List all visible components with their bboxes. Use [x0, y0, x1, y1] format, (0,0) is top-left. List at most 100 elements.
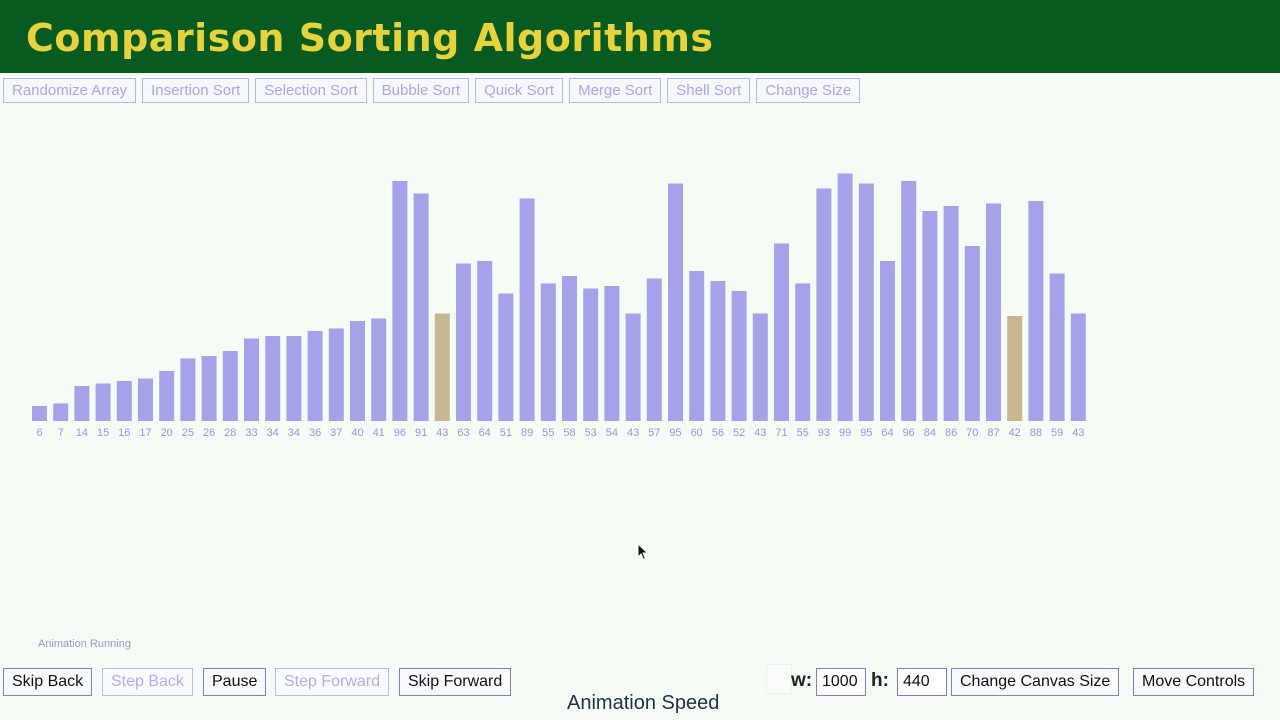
array-bar — [265, 336, 281, 421]
change-size-button[interactable]: Change Size — [756, 78, 861, 103]
array-bar — [710, 281, 726, 421]
bar-value-label: 71 — [775, 427, 787, 439]
array-bar — [350, 321, 365, 421]
bubble-sort-button[interactable]: Bubble Sort — [372, 78, 470, 103]
bar-value-label: 70 — [966, 427, 978, 439]
bar-value-label: 40 — [351, 427, 363, 439]
bar-value-label: 88 — [1030, 427, 1042, 439]
bar-value-label: 96 — [394, 427, 406, 439]
array-bar — [222, 351, 238, 421]
array-bar — [286, 336, 302, 421]
bar-value-label: 26 — [203, 427, 215, 439]
array-bar — [498, 293, 514, 421]
array-bar — [562, 276, 577, 421]
array-bar — [180, 358, 196, 421]
array-bar — [943, 206, 959, 421]
skip-back-button[interactable]: Skip Back — [3, 668, 93, 696]
array-bar — [816, 188, 832, 421]
mouse-cursor-icon — [637, 543, 649, 561]
algorithm-toolbar: Randomize Array Insertion Sort Selection… — [3, 78, 861, 104]
bar-value-label: 57 — [648, 427, 660, 439]
sorting-canvas: 6 7 14 15 16 17 20 25 26 28 33 34 34 36 37 40 41 96 91 43 63… — [32, 173, 1086, 439]
array-bar — [307, 331, 323, 421]
bar-value-label: 64 — [479, 427, 491, 439]
bar-value-label: 43 — [754, 427, 766, 439]
array-bar — [858, 183, 874, 421]
array-bar — [964, 246, 980, 421]
bar-value-label: 60 — [691, 427, 703, 439]
bar-value-label: 37 — [330, 427, 342, 439]
array-bar — [328, 328, 344, 421]
array-bar — [646, 278, 662, 421]
bar-value-label: 64 — [881, 427, 893, 439]
merge-sort-button[interactable]: Merge Sort — [569, 78, 662, 103]
step-back-button[interactable]: Step Back — [102, 668, 193, 696]
bar-value-label: 16 — [118, 427, 130, 439]
bar-value-label: 59 — [1051, 427, 1063, 439]
bar-value-label: 95 — [860, 427, 872, 439]
array-bar — [1007, 316, 1023, 421]
array-bar — [986, 203, 1001, 421]
bar-value-label: 15 — [97, 427, 109, 439]
bar-value-label: 52 — [733, 427, 745, 439]
array-bar — [922, 211, 938, 421]
array-bar — [392, 181, 408, 421]
bar-value-label: 58 — [563, 427, 575, 439]
quick-sort-button[interactable]: Quick Sort — [475, 78, 564, 103]
array-bar — [1049, 273, 1065, 421]
array-bar — [201, 356, 217, 421]
bar-value-label: 84 — [924, 427, 936, 439]
shell-sort-button[interactable]: Shell Sort — [667, 78, 751, 103]
bar-value-label: 87 — [987, 427, 999, 439]
bar-value-label: 7 — [58, 427, 64, 439]
array-bar — [159, 371, 175, 421]
bar-value-label: 54 — [606, 427, 618, 439]
randomize-array-button[interactable]: Randomize Array — [3, 78, 137, 103]
insertion-sort-button[interactable]: Insertion Sort — [142, 78, 250, 103]
bar-value-label: 43 — [436, 427, 448, 439]
array-bar — [795, 283, 811, 421]
array-bar — [519, 198, 535, 421]
array-bar — [371, 318, 387, 421]
array-bar — [731, 291, 747, 421]
bar-value-label: 42 — [1009, 427, 1021, 439]
array-bar — [1028, 201, 1044, 421]
canvas-height-input[interactable]: 440 — [897, 668, 947, 696]
page-header: Comparison Sorting Algorithms — [0, 0, 1280, 73]
skip-forward-button[interactable]: Skip Forward — [399, 668, 512, 696]
bar-value-label: 43 — [1072, 427, 1084, 439]
bar-value-label: 33 — [245, 427, 257, 439]
array-bar — [583, 288, 599, 421]
canvas-width-input[interactable]: 1000 — [816, 668, 866, 696]
bar-value-label: 99 — [839, 427, 851, 439]
bar-value-label: 91 — [415, 427, 427, 439]
bar-value-label: 53 — [585, 427, 597, 439]
speed-widget[interactable] — [766, 664, 792, 694]
array-bar — [32, 406, 47, 421]
array-bar — [53, 403, 69, 421]
move-controls-button[interactable]: Move Controls — [1133, 668, 1255, 696]
array-bar — [604, 286, 620, 421]
array-bar — [774, 243, 789, 421]
bar-value-label: 51 — [500, 427, 512, 439]
array-bar — [880, 261, 895, 421]
change-canvas-size-button[interactable]: Change Canvas Size — [951, 668, 1120, 696]
step-forward-button[interactable]: Step Forward — [275, 668, 390, 696]
bar-value-label: 93 — [818, 427, 830, 439]
page-title: Comparison Sorting Algorithms — [26, 16, 714, 60]
pause-button[interactable]: Pause — [203, 668, 267, 696]
array-bar — [456, 263, 471, 421]
selection-sort-button[interactable]: Selection Sort — [255, 78, 367, 103]
array-bar — [138, 378, 153, 421]
bar-value-label: 89 — [521, 427, 533, 439]
bar-value-label: 36 — [309, 427, 321, 439]
bar-value-label: 95 — [669, 427, 681, 439]
array-bar — [1070, 313, 1086, 421]
bar-value-label: 14 — [76, 427, 88, 439]
bar-value-label: 41 — [373, 427, 385, 439]
array-bar — [434, 313, 450, 421]
array-bar — [74, 386, 90, 421]
array-bar — [413, 193, 429, 421]
array-bar — [477, 261, 493, 421]
array-bar — [752, 313, 768, 421]
